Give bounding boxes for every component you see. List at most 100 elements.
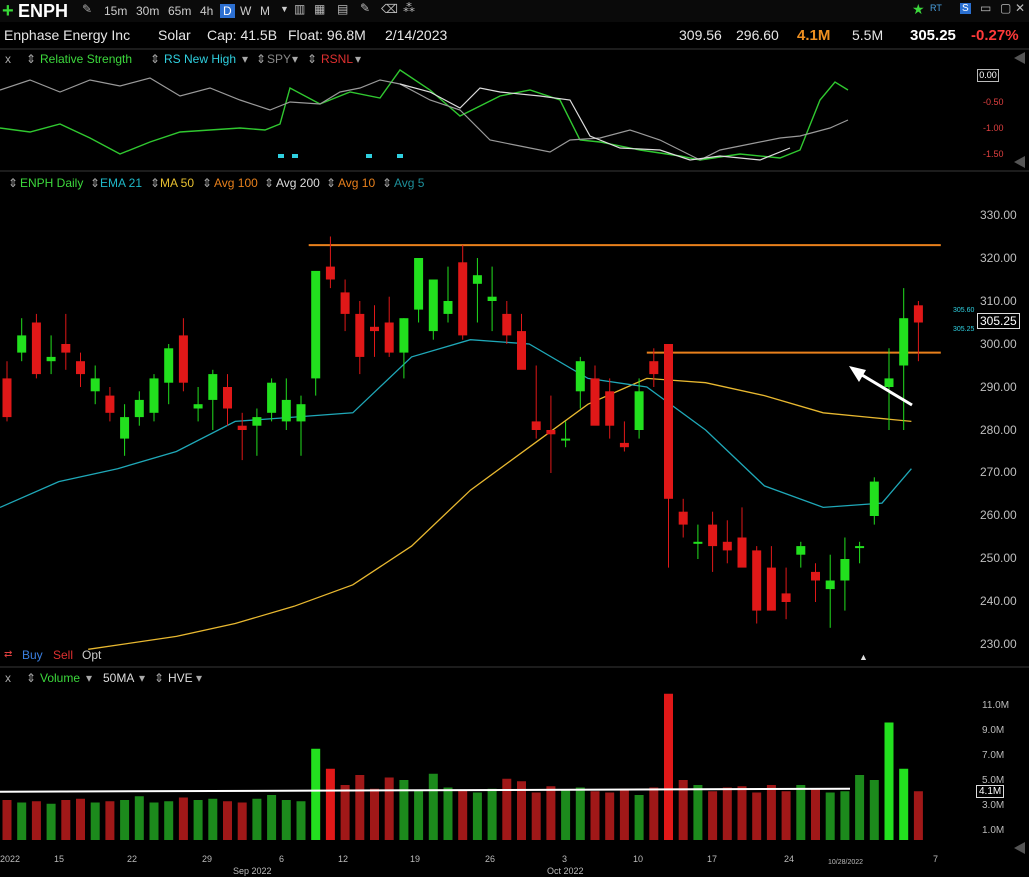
rs-axis-current: 0.00 — [977, 69, 999, 82]
ema21-label[interactable]: EMA 21 — [100, 176, 143, 190]
hve-dropdown-icon[interactable]: ▾ — [196, 671, 203, 685]
rsnl-label[interactable]: RSNL — [321, 52, 354, 66]
candle-body — [899, 318, 909, 366]
volume-bar — [340, 785, 350, 840]
grid-icon[interactable]: ▤ — [337, 2, 349, 16]
draw-pencil-icon[interactable]: ✎ — [360, 1, 371, 15]
volume-panel-header: x ⇕ Volume ▾ 50MA ▾ ⇕ HVE ▾ — [0, 670, 260, 686]
erase-icon[interactable]: ⌫ — [381, 2, 398, 16]
avg200-label[interactable]: Avg 200 — [276, 176, 320, 190]
candle-body — [311, 270, 321, 379]
rs-move-icon[interactable]: ⇕ — [26, 52, 37, 66]
avg100-move-icon[interactable]: ⇕ — [202, 176, 213, 190]
timeframe-w[interactable]: W — [240, 4, 252, 18]
chart-type-icon[interactable]: ▦ — [314, 2, 326, 16]
maximize-icon[interactable]: ▢ — [1000, 1, 1012, 15]
candle-body — [370, 326, 379, 332]
timeframe-m[interactable]: M — [260, 4, 270, 18]
sell-button[interactable]: Sell — [53, 648, 74, 662]
hve-label[interactable]: HVE — [168, 671, 193, 685]
price-axis-label: 260.00 — [980, 508, 1017, 522]
ema21-move-icon[interactable]: ⇕ — [90, 176, 101, 190]
close-icon[interactable]: ✕ — [1015, 1, 1026, 15]
candle-body — [281, 399, 291, 422]
timeframe-dropdown-icon[interactable]: ▼ — [280, 4, 289, 14]
settings-icon[interactable]: S — [960, 3, 971, 14]
trade-icon[interactable]: ⇄ — [4, 649, 13, 660]
candle-body — [296, 404, 306, 422]
spy-dropdown-icon[interactable]: ▾ — [292, 52, 299, 66]
x-axis-label: 7 — [933, 854, 939, 864]
candle-body — [590, 378, 600, 426]
avg5-label[interactable]: Avg 5 — [394, 176, 425, 190]
price-axis-label: 230.00 — [980, 637, 1017, 651]
volume-close-button[interactable]: x — [5, 671, 11, 685]
price-move-icon[interactable]: ⇕ — [8, 176, 19, 190]
price-series-label[interactable]: ENPH Daily — [20, 176, 84, 190]
candle-body — [458, 262, 468, 336]
rs-new-high-dropdown-icon[interactable]: ▾ — [242, 52, 249, 66]
rs-close-button[interactable]: x — [5, 52, 11, 66]
avg10-label[interactable]: Avg 10 — [338, 176, 376, 190]
timeframe-65m[interactable]: 65m — [168, 4, 192, 18]
hve-move-icon[interactable]: ⇕ — [154, 671, 165, 685]
minimize-icon[interactable]: ▭ — [980, 1, 992, 15]
candle-body — [796, 546, 806, 555]
rs-axis-label: -0.50 — [983, 97, 1004, 107]
volume-dropdown-icon[interactable]: ▾ — [86, 671, 93, 685]
candle-body — [546, 430, 556, 435]
volume-ma-label[interactable]: 50MA — [103, 671, 135, 685]
avg200-move-icon[interactable]: ⇕ — [264, 176, 275, 190]
symbol-title[interactable]: ENPH — [18, 1, 69, 21]
candle-body — [17, 335, 27, 353]
avg100-label[interactable]: Avg 100 — [214, 176, 258, 190]
rs-label[interactable]: Relative Strength — [40, 52, 133, 66]
ma50-move-icon[interactable]: ⇕ — [150, 176, 161, 190]
buy-button[interactable]: Buy — [22, 648, 43, 662]
volume-axis-label: 9.0M — [982, 725, 1005, 736]
favorite-star-icon[interactable]: ★ — [912, 1, 925, 17]
spy-move-icon[interactable]: ⇕ — [256, 52, 267, 66]
avg10-move-icon[interactable]: ⇕ — [326, 176, 337, 190]
timeframe-30m[interactable]: 30m — [136, 4, 160, 18]
volume-bar — [619, 788, 629, 840]
volume-label[interactable]: Volume — [40, 671, 81, 685]
volume-axis-label: 5.0M — [982, 775, 1005, 786]
volume-tag: 4.1M — [976, 785, 1005, 798]
option-button[interactable]: Opt — [82, 648, 102, 662]
rsnl-dropdown-icon[interactable]: ▾ — [355, 52, 362, 66]
volume-bar — [752, 792, 762, 840]
candle-body — [149, 378, 159, 413]
add-symbol-icon[interactable]: + — [2, 0, 14, 22]
volume-bar — [31, 801, 41, 840]
volume-ma-dropdown-icon[interactable]: ▾ — [139, 671, 146, 685]
price-axis-label: 310.00 — [980, 294, 1017, 308]
annotation-arrow-head — [849, 366, 866, 382]
avg5-move-icon[interactable]: ⇕ — [382, 176, 393, 190]
ma50-line — [88, 377, 912, 650]
rsnl-move-icon[interactable]: ⇕ — [307, 52, 318, 66]
timeframe-d[interactable]: D — [220, 4, 235, 18]
candle-body — [913, 305, 923, 323]
candle-body — [105, 395, 115, 413]
rs-new-high-move-icon[interactable]: ⇕ — [150, 52, 161, 66]
timeframe-15m[interactable]: 15m — [104, 4, 128, 18]
scroll-up-icon[interactable]: ▲ — [859, 652, 868, 662]
timeframe-4h[interactable]: 4h — [200, 4, 214, 18]
volume-move-icon[interactable]: ⇕ — [26, 671, 37, 685]
chart-style-icon[interactable]: ▥ — [294, 2, 306, 16]
x-axis-label: 19 — [410, 854, 421, 864]
volume-bar — [913, 791, 923, 840]
spy-label[interactable]: SPY — [267, 52, 292, 66]
rs-new-high-marker — [278, 154, 284, 158]
ma50-label[interactable]: MA 50 — [160, 176, 195, 190]
volume-bar — [193, 800, 203, 840]
symbol-menu-icon[interactable]: ✎ — [82, 2, 93, 16]
share-icon[interactable]: ⁂ — [403, 1, 415, 15]
rs-new-high-label[interactable]: RS New High — [164, 52, 237, 66]
realtime-icon[interactable]: RT — [930, 3, 942, 13]
volume-bar — [134, 796, 144, 840]
candle-body — [664, 344, 673, 499]
panel-divider — [0, 666, 1029, 668]
